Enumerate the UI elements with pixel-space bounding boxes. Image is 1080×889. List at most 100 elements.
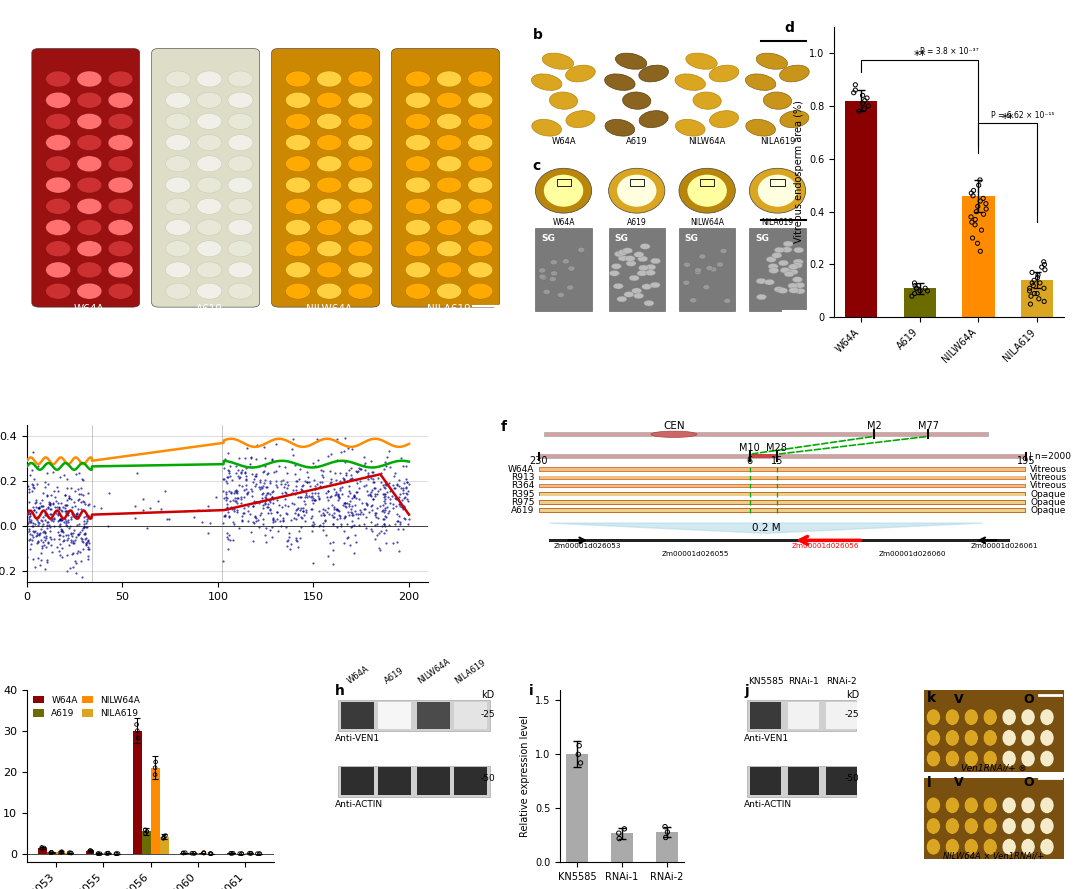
Point (375, 517, 392, 531)
Circle shape (788, 287, 799, 293)
Point (48, 506, 65, 520)
Point (276, 498, 294, 512)
Text: M10: M10 (740, 443, 760, 453)
Point (225, 493, 242, 507)
Text: l: l (927, 776, 931, 790)
Ellipse shape (197, 241, 221, 257)
Point (244, 500, 261, 514)
Ellipse shape (228, 220, 253, 236)
Point (312, 462, 329, 477)
Point (126, 499, 144, 513)
Point (261, 475, 279, 489)
Bar (700, 180, 714, 186)
Point (368, 506, 386, 520)
Ellipse shape (542, 53, 573, 69)
Ellipse shape (77, 262, 102, 278)
Text: -50: -50 (845, 774, 860, 783)
Point (225, 846, 242, 861)
Point (58, 503, 76, 517)
Point (257, 497, 274, 511)
Point (919, 284, 936, 298)
Point (311, 475, 328, 489)
Point (242, 482, 259, 496)
Bar (770, 180, 784, 186)
Point (259, 497, 276, 511)
Ellipse shape (45, 92, 70, 108)
Point (350, 480, 367, 494)
Ellipse shape (165, 241, 190, 257)
Ellipse shape (1002, 709, 1016, 725)
Point (58, 507, 76, 521)
Point (230, 471, 247, 485)
Point (268, 478, 285, 493)
Ellipse shape (405, 114, 431, 130)
Point (278, 507, 295, 521)
Point (59, 506, 77, 520)
Point (390, 543, 407, 557)
Point (273, 485, 291, 500)
Ellipse shape (1002, 818, 1016, 834)
Point (393, 500, 410, 514)
Bar (962, 196, 995, 317)
Circle shape (642, 284, 652, 290)
Bar (540, 509, 1025, 512)
Point (353, 496, 370, 510)
Point (222, 500, 240, 514)
Point (328, 520, 346, 534)
Point (342, 472, 360, 486)
Point (970, 178, 987, 192)
Circle shape (611, 263, 621, 269)
Point (80, 497, 97, 511)
Point (62, 519, 79, 533)
Point (376, 462, 393, 477)
Point (78, 514, 95, 528)
Point (253, 494, 270, 509)
Bar (539, 476, 1026, 480)
Point (29, 460, 46, 474)
Point (60, 491, 78, 505)
Point (378, 535, 395, 549)
Point (51, 543, 68, 557)
Point (322, 490, 339, 504)
Point (364, 492, 381, 506)
Point (366, 489, 383, 503)
Point (50, 484, 67, 498)
Ellipse shape (750, 168, 806, 213)
Circle shape (768, 263, 779, 269)
Point (303, 502, 321, 517)
Point (396, 491, 414, 505)
Point (29, 533, 46, 548)
Point (257, 487, 274, 501)
Point (135, 503, 152, 517)
Point (35, 538, 52, 552)
Point (320, 549, 337, 563)
Point (53, 513, 70, 527)
Point (189, 503, 206, 517)
Point (367, 510, 384, 525)
Point (218, 530, 235, 544)
Point (1029, 270, 1047, 284)
Point (42, 532, 59, 546)
Point (71, 545, 89, 559)
Point (50, 507, 67, 521)
Text: Opaque: Opaque (1030, 490, 1066, 499)
Point (1036, 257, 1053, 271)
Point (33, 499, 51, 513)
Point (80, 542, 97, 557)
Point (397, 480, 415, 494)
Point (233, 490, 251, 504)
Point (366, 533, 383, 547)
Point (79, 485, 96, 500)
Text: | n=2000: | n=2000 (1028, 452, 1070, 461)
Point (24, 463, 41, 477)
Point (50, 519, 67, 533)
Ellipse shape (348, 177, 373, 193)
Point (78, 537, 95, 551)
Point (219, 445, 237, 460)
Circle shape (615, 251, 624, 257)
Point (346, 546, 363, 560)
Point (283, 442, 300, 456)
Point (388, 492, 405, 506)
Point (69, 527, 86, 541)
Ellipse shape (348, 71, 373, 87)
